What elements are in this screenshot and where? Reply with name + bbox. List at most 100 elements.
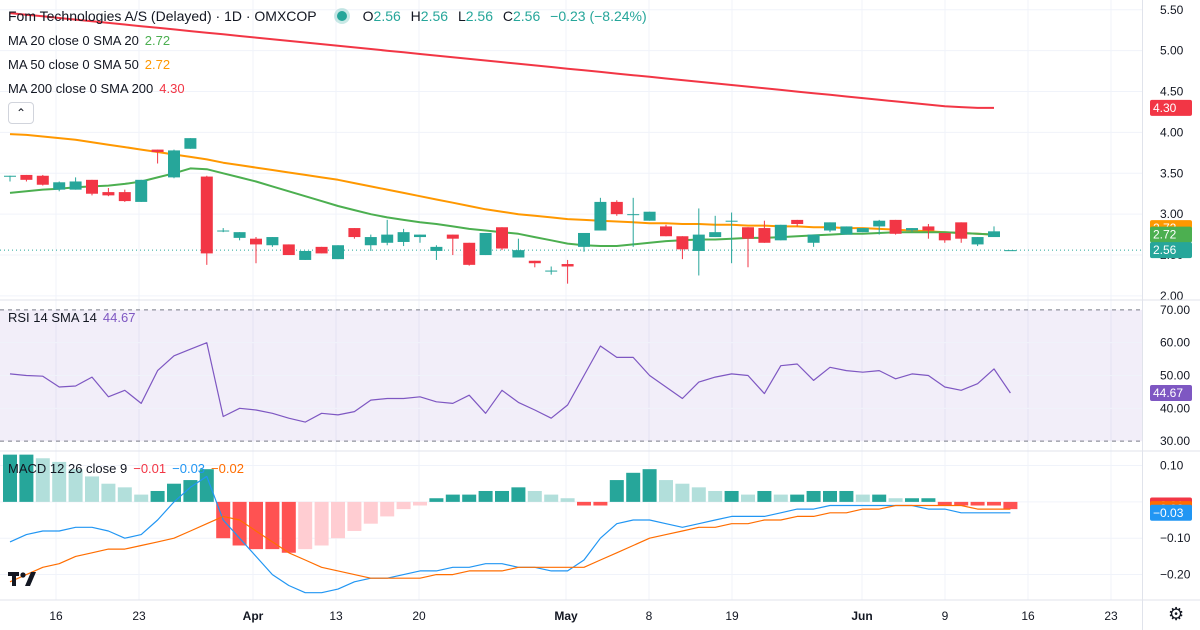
macd-hist-bar bbox=[577, 501, 591, 506]
date-axis-tick: 13 bbox=[329, 609, 343, 623]
rsi-legend-value: 44.67 bbox=[102, 310, 136, 325]
macd-axis-tick: −0.20 bbox=[1160, 568, 1191, 582]
macd-hist-bar bbox=[413, 501, 427, 506]
high-value: 2.56 bbox=[420, 8, 449, 24]
close-label: C bbox=[502, 8, 513, 24]
candle-body bbox=[610, 201, 623, 215]
price-label: 2.72 bbox=[1153, 228, 1177, 242]
candle-body bbox=[545, 270, 558, 272]
macd-hist-bar bbox=[495, 490, 509, 502]
rsi-axis-tick: 60.00 bbox=[1160, 336, 1190, 350]
date-axis-tick: 9 bbox=[942, 609, 949, 623]
macd-hist-bar bbox=[199, 469, 214, 502]
candle-body bbox=[397, 232, 410, 242]
candle-body bbox=[463, 242, 476, 265]
candle-body bbox=[217, 230, 230, 232]
open-label: O bbox=[362, 8, 374, 24]
signal-line bbox=[9, 504, 1011, 583]
macd-value-label-bg bbox=[1150, 504, 1192, 521]
candle-body bbox=[332, 245, 344, 260]
macd-hist-bar bbox=[708, 490, 723, 502]
macd-hist-bar bbox=[429, 498, 444, 502]
date-axis-tick: 23 bbox=[132, 609, 146, 623]
rsi-line bbox=[9, 342, 1011, 423]
macd-hist-bar bbox=[3, 454, 17, 502]
candle-body bbox=[53, 182, 66, 190]
ma20-legend[interactable]: MA 20 close 0 SMA 20 2.72 bbox=[8, 33, 170, 48]
gear-icon[interactable]: ⚙ bbox=[1168, 604, 1185, 624]
macd-hist-bar bbox=[265, 501, 280, 550]
price-label-bg bbox=[1150, 226, 1192, 243]
ma20-legend-value: 2.72 bbox=[144, 33, 171, 48]
macd-hist-bar bbox=[52, 461, 67, 502]
price-axis-tick: 2.00 bbox=[1160, 289, 1184, 303]
candle-body bbox=[364, 237, 377, 246]
date-axis-tick: 23 bbox=[1104, 609, 1118, 623]
macd-hist-bar bbox=[281, 501, 296, 553]
collapse-legend-button[interactable]: ⌃ bbox=[8, 102, 34, 124]
macd-axis-tick: 0.10 bbox=[1160, 459, 1184, 473]
high-label: H bbox=[410, 8, 421, 24]
candle-body bbox=[250, 238, 262, 245]
macd-hist-bar bbox=[790, 494, 805, 502]
close-value: 2.56 bbox=[513, 8, 541, 24]
macd-hist-bar bbox=[609, 480, 624, 502]
macd-hist-bar bbox=[626, 472, 641, 502]
candle-body bbox=[774, 224, 787, 241]
price-axis-tick: 4.50 bbox=[1160, 85, 1184, 99]
symbol-title[interactable]: Fom Technologies A/S (Delayed) · 1D · OM… bbox=[8, 8, 317, 24]
candle-body bbox=[594, 201, 607, 231]
macd-hist-bar bbox=[527, 490, 542, 502]
macd-hist-bar bbox=[478, 490, 493, 502]
candle-body bbox=[824, 222, 836, 231]
candle-body bbox=[233, 232, 246, 238]
candle-body bbox=[496, 227, 508, 249]
macd-hist-bar bbox=[888, 498, 903, 502]
ma200-legend[interactable]: MA 200 close 0 SMA 200 4.30 bbox=[8, 81, 185, 96]
macd-hist-bar bbox=[642, 469, 657, 502]
candle-body bbox=[742, 227, 754, 239]
candle-body bbox=[414, 234, 426, 238]
candle-body bbox=[381, 234, 394, 243]
candle-body bbox=[692, 234, 705, 251]
macd-hist-bar bbox=[1003, 501, 1018, 510]
macd-hist-bar bbox=[806, 490, 821, 502]
macd-hist-bar bbox=[363, 501, 378, 524]
macd-hist-bar bbox=[544, 494, 559, 502]
rsi-legend[interactable]: RSI 14 SMA 14 44.67 bbox=[8, 310, 135, 325]
candle-body bbox=[282, 244, 295, 256]
candle-body bbox=[971, 237, 984, 245]
macd-hist-bar bbox=[68, 469, 83, 502]
macd-hist-bar bbox=[167, 483, 181, 502]
macd-hist-bar bbox=[593, 501, 608, 506]
macd-hist-bar bbox=[937, 501, 952, 506]
date-axis-tick: 16 bbox=[1021, 609, 1035, 623]
macd-hist-bar bbox=[560, 498, 575, 502]
ma200-legend-label: MA 200 close 0 SMA 200 bbox=[8, 81, 154, 96]
price-axis-tick: 4.00 bbox=[1160, 125, 1184, 139]
candle-body bbox=[758, 228, 771, 243]
candle-body bbox=[873, 220, 886, 227]
candle-body bbox=[906, 228, 918, 231]
macd-hist-bar bbox=[839, 490, 854, 502]
macd-hist-bar bbox=[511, 487, 526, 502]
macd-legend[interactable]: MACD 12 26 close 9 −0.01 −0.03 −0.02 bbox=[8, 461, 244, 476]
candle-body bbox=[118, 192, 131, 202]
open-value: 2.56 bbox=[373, 8, 401, 24]
change-value: −0.23 (−8.24%) bbox=[550, 8, 647, 24]
candle-body bbox=[1004, 250, 1017, 252]
candle-body bbox=[561, 264, 574, 267]
candle-body bbox=[791, 219, 804, 224]
candle-body bbox=[807, 234, 820, 243]
symbol-header: Fom Technologies A/S (Delayed) · 1D · OM… bbox=[8, 8, 653, 24]
ma50-legend-label: MA 50 close 0 SMA 50 bbox=[8, 57, 139, 72]
candle-body bbox=[200, 176, 213, 254]
macd-axis-tick: −0.10 bbox=[1160, 531, 1191, 545]
tradingview-logo[interactable] bbox=[8, 570, 42, 592]
rsi-axis-tick: 30.00 bbox=[1160, 434, 1190, 448]
macd-legend-macd: −0.03 bbox=[172, 461, 206, 476]
macd-hist-bar bbox=[380, 501, 395, 517]
ma50-legend[interactable]: MA 50 close 0 SMA 50 2.72 bbox=[8, 57, 170, 72]
macd-hist-bar bbox=[954, 501, 969, 506]
